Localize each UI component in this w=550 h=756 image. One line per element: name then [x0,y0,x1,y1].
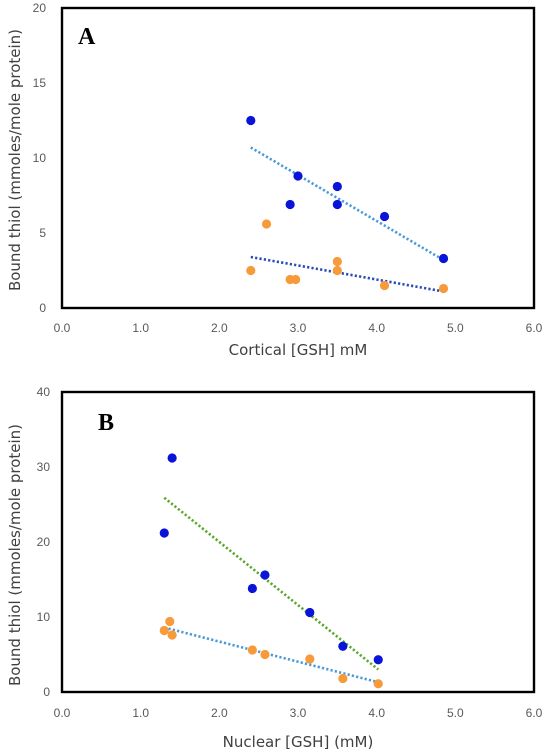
data-point-series-2 [246,265,256,276]
data-point-series-1 [332,181,342,192]
data-point-series-2 [332,265,342,276]
x-tick-labels-b: 0.0 1.0 2.0 3.0 4.0 5.0 6.0 [54,706,543,720]
y-tick-label: 15 [33,76,47,90]
x-tick-label: 0.0 [54,706,71,720]
x-axis-title-b: Nuclear [GSH] (mM) [223,733,374,751]
x-tick-label: 4.0 [368,321,385,335]
data-point-series-2 [379,280,390,291]
chart-marks-a [246,115,449,294]
x-tick-labels-a: 0.0 1.0 2.0 3.0 4.0 5.0 6.0 [54,321,543,335]
x-tick-label: 3.0 [290,321,307,335]
trendline-series-2 [250,255,444,293]
data-point-series-2 [305,654,315,664]
y-tick-label: 0 [43,685,50,699]
data-point-series-1 [285,199,295,210]
data-point-series-1 [305,607,315,618]
chart-marks-b [159,453,383,689]
y-tick-labels-a: 0 5 10 15 20 [33,1,47,315]
data-point-series-1 [159,528,169,538]
trendline-series-1 [250,146,445,262]
data-point-series-1 [167,453,177,463]
y-axis-title-b: Bound thiol (mmoles/mole protein) [6,424,24,686]
y-tick-label: 5 [39,226,46,240]
data-point-series-2 [159,625,169,636]
data-point-series-1 [293,171,303,181]
x-tick-label: 1.0 [132,706,149,720]
data-point-series-2 [438,283,449,294]
data-point-series-1 [338,641,348,651]
chart-panel-b: 0 10 20 30 40 0.0 1.0 2.0 3.0 4.0 5.0 6.0 B Nuclea… [6,385,543,751]
x-axis-title-a: Cortical [GSH] mM [229,341,368,359]
data-point-series-2 [260,649,270,660]
trendline-series-2 [163,626,379,684]
data-point-series-2 [261,219,272,229]
trendline-series-1 [163,496,380,671]
data-point-series-2 [332,256,342,267]
data-point-series-2 [167,630,177,640]
data-point-series-2 [291,274,301,285]
x-tick-label: 6.0 [526,321,543,335]
y-tick-label: 40 [37,385,51,399]
y-tick-label: 20 [37,535,51,549]
x-tick-label: 4.0 [368,706,385,720]
panel-label-a: A [78,24,96,50]
plot-area-border-a [60,6,536,310]
y-tick-label: 10 [33,151,47,165]
data-point-series-1 [438,253,449,264]
data-point-series-2 [373,679,383,689]
data-point-series-2 [247,645,257,655]
y-tick-label: 30 [37,460,51,474]
data-point-series-1 [246,115,256,126]
y-axis-title-a: Bound thiol (mmoles/mole protein) [6,29,24,291]
data-point-series-1 [332,199,342,210]
data-point-series-1 [379,211,390,222]
data-point-series-2 [338,673,348,684]
x-tick-label: 5.0 [447,321,464,335]
x-tick-label: 1.0 [132,321,149,335]
data-point-series-1 [260,570,270,580]
plot-area-border-b [60,390,536,694]
data-point-series-1 [247,583,257,594]
y-tick-labels-b: 0 10 20 30 40 [37,385,51,699]
x-tick-label: 2.0 [211,706,228,720]
y-tick-label: 10 [37,610,51,624]
x-tick-label: 2.0 [211,321,228,335]
y-tick-label: 0 [39,301,46,315]
y-tick-label: 20 [33,1,47,15]
data-point-series-2 [165,616,175,627]
x-tick-label: 3.0 [290,706,307,720]
chart-panel-a: 0 5 10 15 20 0.0 1.0 2.0 3.0 4.0 5.0 6.0 A Cortica… [6,1,543,359]
x-tick-label: 6.0 [526,706,543,720]
panel-label-b: B [98,410,114,436]
data-point-series-1 [373,655,383,665]
x-tick-label: 5.0 [447,706,464,720]
x-tick-label: 0.0 [54,321,71,335]
